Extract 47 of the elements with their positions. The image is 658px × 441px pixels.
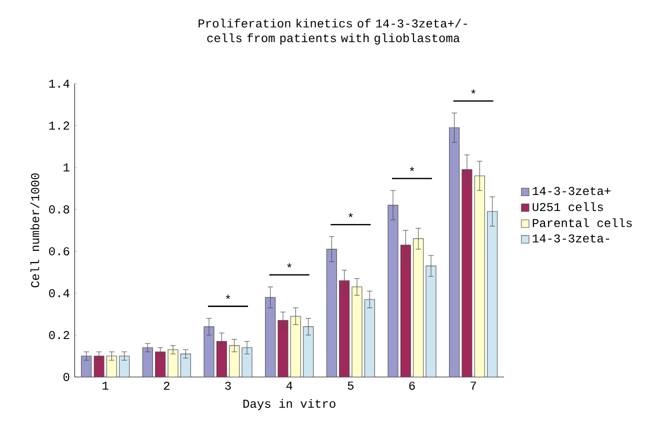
bar <box>290 316 301 377</box>
x-tick-label: 3 <box>225 382 231 390</box>
y-tick-label: 0.8 <box>49 205 70 214</box>
bar <box>303 326 314 377</box>
x-tick-label: 2 <box>164 382 170 390</box>
annotation: * <box>348 212 353 218</box>
chart-title: Proliferation kinetics of 14-3-3zeta+/- cells from patients with glioblastoma <box>198 18 467 45</box>
x-tick-label: 7 <box>470 382 476 390</box>
bar <box>94 356 104 377</box>
annotation: * <box>410 166 414 172</box>
annotation: * <box>226 294 230 299</box>
annotation: * <box>471 89 476 94</box>
bar <box>487 211 498 377</box>
bar <box>326 248 337 377</box>
x-tick-label: 4 <box>286 382 292 390</box>
bar <box>155 352 166 377</box>
bar <box>426 266 436 377</box>
annotation: * <box>287 263 292 268</box>
x-tick-label: 6 <box>409 382 415 390</box>
y-tick-label: 0.6 <box>49 247 70 256</box>
bar <box>180 354 191 377</box>
bar <box>242 347 252 377</box>
x-tick-label: 5 <box>348 382 354 390</box>
x-axis-title: Days in vitro <box>243 398 336 410</box>
bar <box>168 349 178 377</box>
bar <box>106 356 117 377</box>
bar <box>339 280 350 377</box>
y-axis-title: Cell number/1000 <box>30 173 40 288</box>
y-tick-label: 0 <box>63 372 70 382</box>
legend-label: Parental cells <box>532 218 632 228</box>
x-tick-label: 1 <box>102 382 108 390</box>
bar <box>413 238 424 377</box>
bar <box>449 127 460 377</box>
y-tick-label: 1.4 <box>49 80 70 88</box>
y-tick-label: 0.2 <box>49 331 70 340</box>
bar <box>142 347 153 377</box>
bar <box>204 326 214 377</box>
bar <box>388 204 398 377</box>
legend-label: U251 cells <box>532 202 603 212</box>
legend-label: 14-3-3zeta- <box>532 234 610 242</box>
y-tick-label: 0.4 <box>49 289 70 298</box>
y-tick-label: 1.2 <box>49 122 70 130</box>
bar <box>81 356 92 377</box>
legend-label: 14-3-3zeta+ <box>532 186 610 196</box>
bar <box>119 356 130 377</box>
y-tick-label: 1 <box>64 164 70 172</box>
bar <box>364 299 375 377</box>
